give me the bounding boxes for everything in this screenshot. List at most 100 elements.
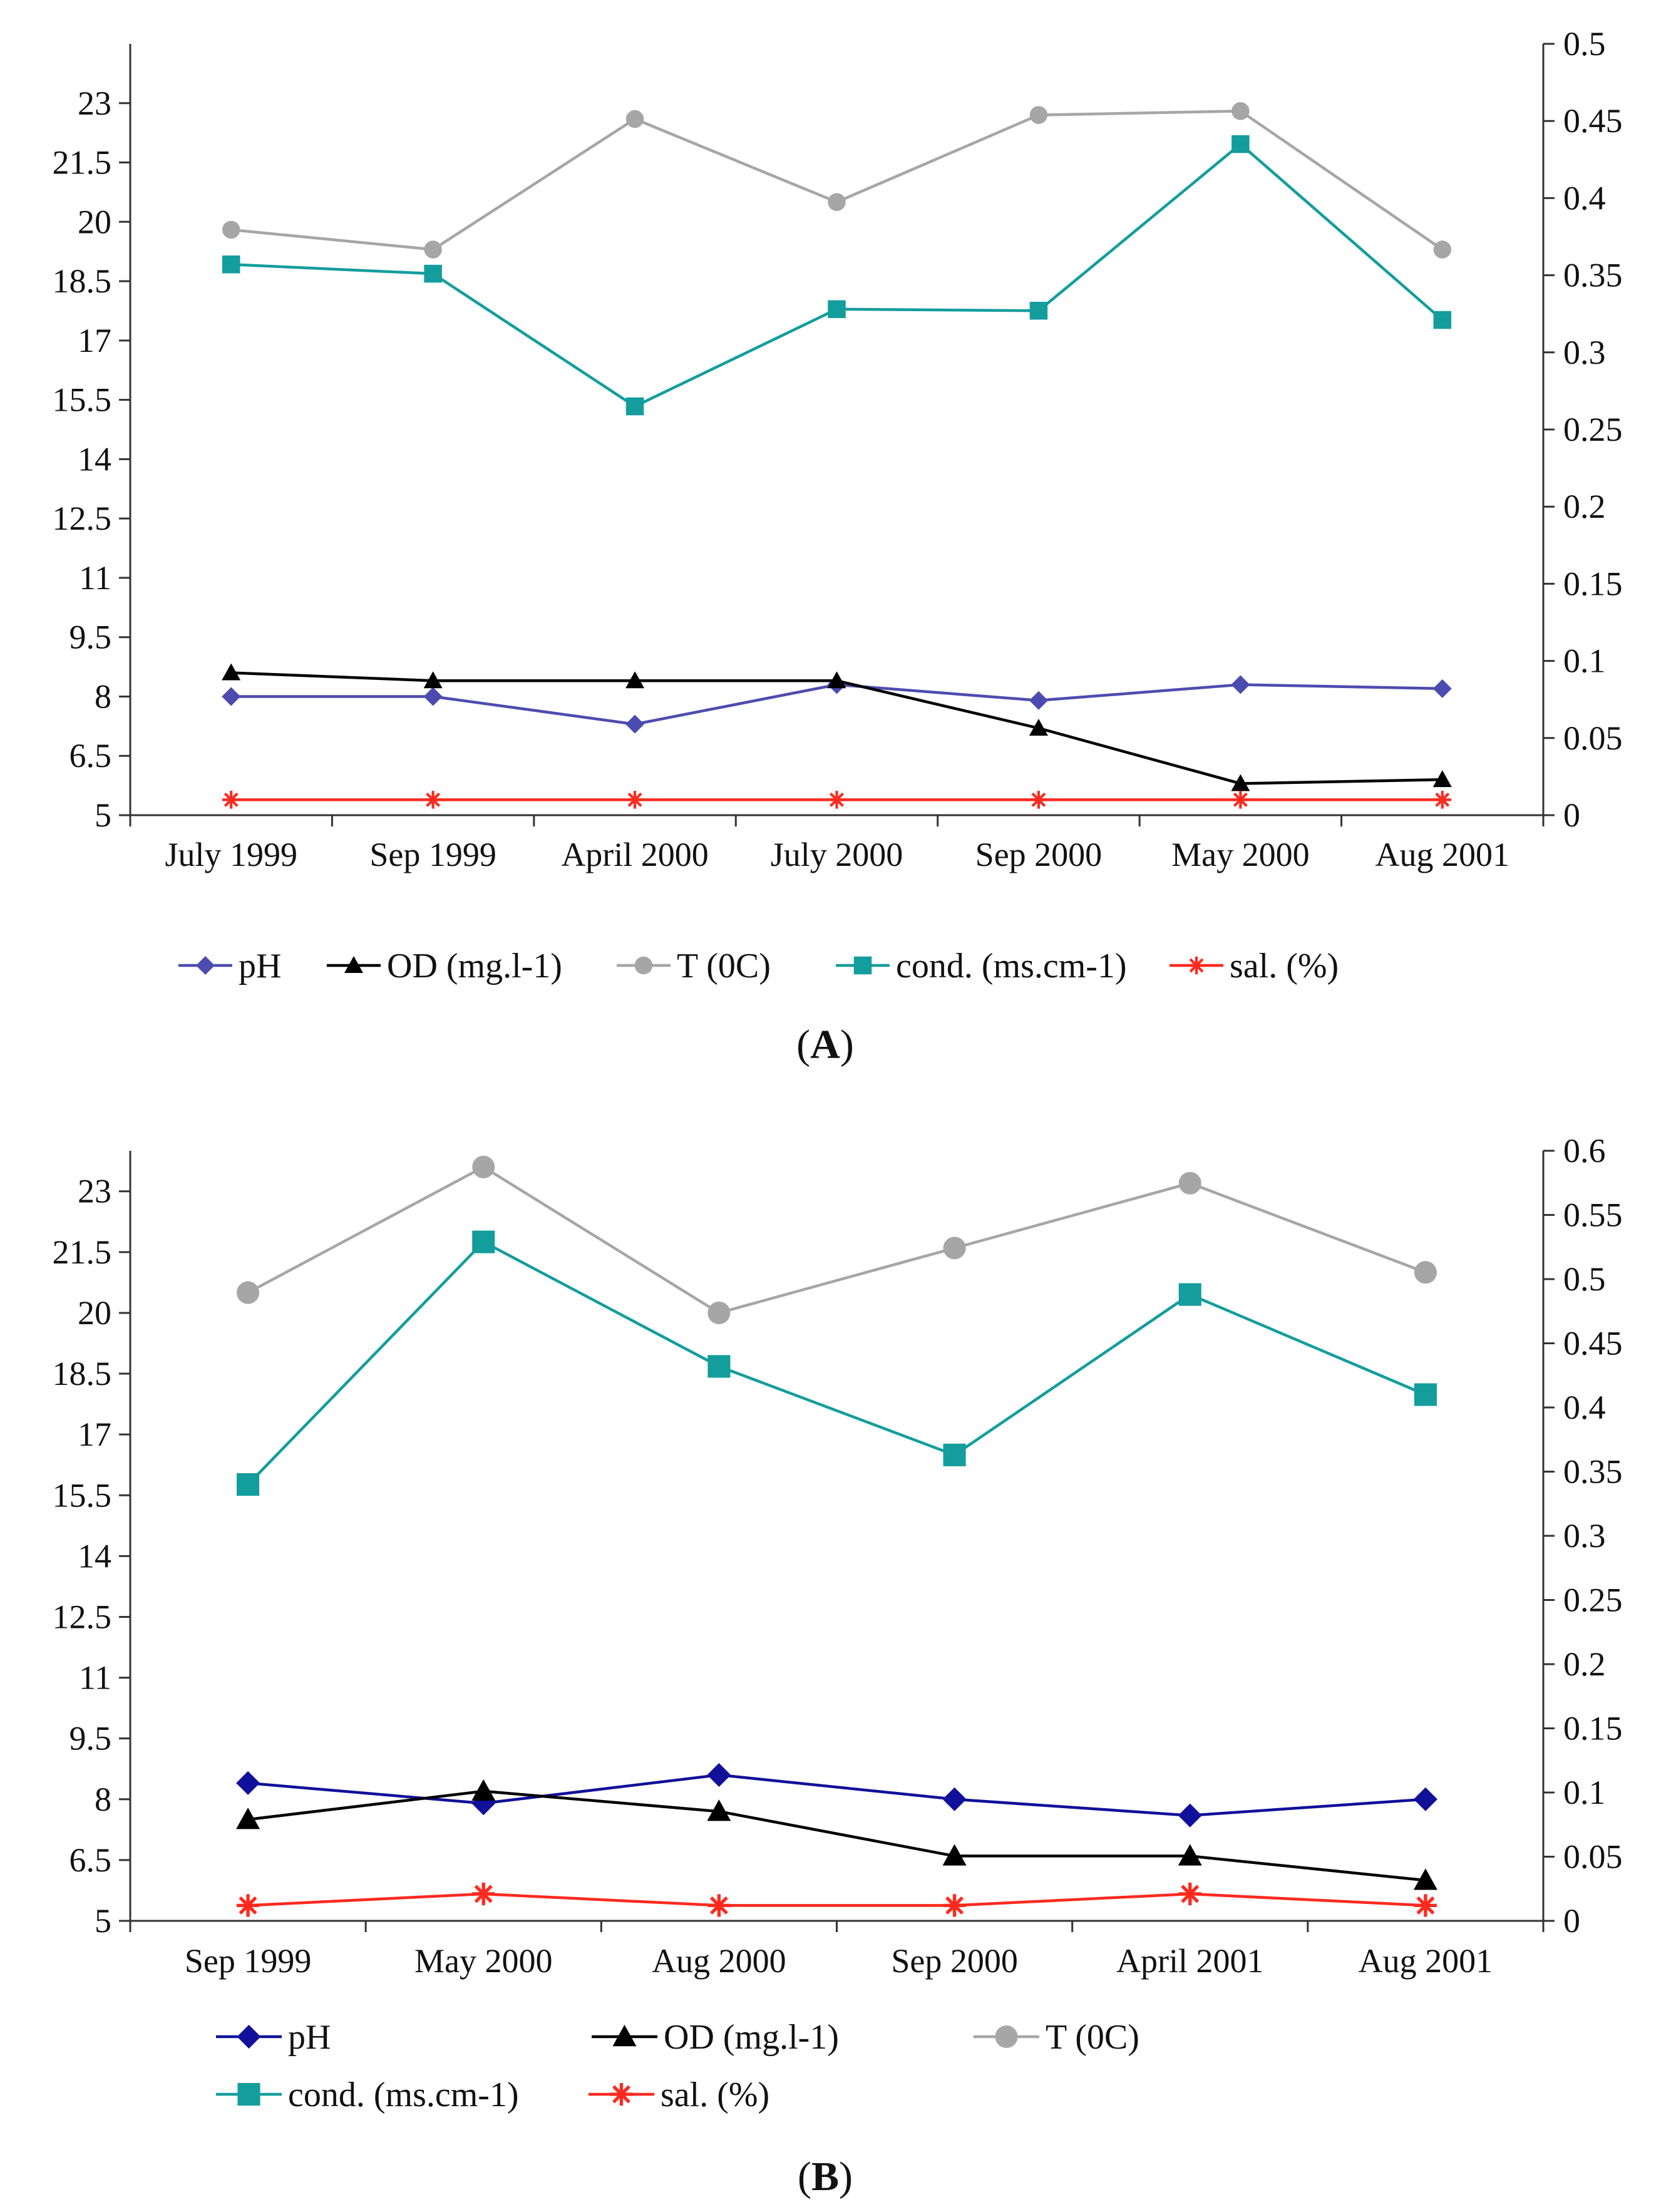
panel-b-left-tick-label: 14 [78,1537,111,1575]
panel-a-left-tick-label: 15.5 [53,381,112,419]
panel-a-right-tick-label: 0.35 [1563,257,1623,294]
panel-a-point-cond-ms-cm-1 [222,255,240,274]
panel-b-point-sal [472,1882,495,1905]
panel-b-right-tick-label: 0.6 [1563,1132,1606,1170]
panel-b-point-cond-ms-cm-1 [1414,1383,1437,1406]
panel-b-point-t-0c [1178,1171,1201,1195]
panel-b-point-sal [707,1894,731,1917]
panel-b-legend-label: sal. (%) [661,2076,769,2114]
panel-a-point-od-mg-l-1 [1432,770,1452,788]
panel-a-x-tick-label: April 2000 [561,836,709,873]
panel-a-point-ph [1029,691,1048,710]
panel-b-series-line-od-mg-l-1 [247,1789,1426,1882]
panel-b-point-sal [943,1894,966,1917]
panel-a-point-t-0c [222,220,240,239]
panel-b-left-tick-label: 17 [78,1416,111,1453]
panel-a-left-tick-label: 9.5 [69,619,112,656]
panel-a-label: (A) [796,1022,854,1067]
panel-b-legend-marker-t-0c [995,2025,1018,2049]
panel-a-left-tick-label: 14 [78,440,111,478]
panel-b-left-tick-label: 5 [95,1902,111,1940]
panel-b-point-ph [942,1787,967,1811]
panel-a-left-tick-label: 11 [79,559,111,597]
panel-a-point-od-mg-l-1 [1029,719,1048,736]
panel-a-legend-marker-sal [1187,956,1206,975]
panel-a-x-tick-label: May 2000 [1171,836,1309,873]
panel-b-point-od-mg-l-1 [942,1844,967,1866]
panel-a-point-sal [828,791,846,809]
panel-a-chart: 5 6.5 8 9.5 11 12.5 14 15.5 17 18.5 20 21.5 23 0 0.05 0… [53,25,1623,1067]
panel-b-left-tick-label: 6.5 [69,1841,112,1879]
panel-a-point-t-0c [424,240,442,259]
panel-b-x-tick-label: May 2000 [414,1942,552,1980]
panel-b-legend-item-sal: sal. (%) [589,2076,769,2114]
panel-a-point-t-0c [625,110,644,128]
panel-a-right-tick-label: 0.4 [1563,179,1606,217]
panel-b-right-tick-label: 0.3 [1563,1517,1606,1555]
panel-b-chart: 5 6.5 8 9.5 11 12.5 14 15.5 17 18.5 20 21.5 23 0 0.05 0… [53,1132,1623,2199]
panel-b-point-t-0c [237,1281,260,1304]
panel-b-point-t-0c [707,1301,731,1324]
panel-a-legend-marker-ph [196,956,215,975]
panel-b-series-line-ph [247,1773,1426,1817]
panel-a-x-tick-label: Sep 1999 [369,836,496,873]
panel-a-x-tick-label: Aug 2001 [1375,836,1510,873]
panel-a-legend-label: cond. (ms.cm-1) [896,947,1127,985]
panel-b-right-tick-label: 0.35 [1563,1453,1623,1491]
panel-b-legend-item-ph: pH [216,2018,331,2057]
panel-b-point-t-0c [943,1237,966,1260]
panel-b-right-tick-label: 0.05 [1563,1838,1623,1876]
panel-a-left-tick-label: 23 [78,85,111,122]
panel-b-legend-marker-ph [237,2025,261,2049]
panel-a-point-cond-ms-cm-1 [1231,135,1250,153]
panel-a-point-ph [423,687,443,706]
panel-a-point-sal [1029,791,1048,809]
panel-b-point-cond-ms-cm-1 [707,1355,731,1378]
panel-a-point-sal [625,791,644,809]
panel-a-x-tick-label: July 2000 [771,836,903,873]
panel-b-right-tick-label: 0.5 [1563,1260,1606,1298]
panel-b-legend-item-t-0c: T (0C) [974,2018,1139,2057]
panel-a-point-cond-ms-cm-1 [424,264,442,283]
panel-a-left-tick-label: 17 [78,322,111,359]
panel-a-x-tick-label: Sep 2000 [975,836,1103,873]
panel-a-legend-item-od-mg-l-1: OD (mg.l-1) [327,947,562,985]
panel-a-point-t-0c [1231,102,1250,120]
panel-b-point-t-0c [1414,1261,1437,1284]
panel-a-point-cond-ms-cm-1 [1029,302,1048,320]
panel-a-point-od-mg-l-1 [1231,774,1250,791]
panel-a-right-tick-label: 0.25 [1563,411,1623,448]
panel-a-legend-label: pH [239,947,281,985]
panel-b-left-tick-label: 9.5 [69,1720,112,1757]
panel-b-left-tick-label: 18.5 [53,1355,112,1392]
panel-b-right-tick-label: 0.15 [1563,1710,1623,1747]
panel-b-point-od-mg-l-1 [1178,1844,1202,1866]
panel-a-right-tick-label: 0.05 [1563,719,1623,757]
panel-b-point-t-0c [472,1155,495,1178]
panel-a-legend-label: OD (mg.l-1) [387,947,562,985]
panel-a-point-ph [1432,679,1452,698]
panel-b-point-cond-ms-cm-1 [943,1443,966,1466]
panel-b-legend-label: pH [288,2018,331,2057]
panel-b-point-sal [1414,1894,1437,1917]
panel-b-right-tick-label: 0 [1563,1902,1580,1940]
panel-b-legend-marker-cond-ms-cm-1 [237,2082,260,2106]
panel-a-right-tick-label: 0.3 [1563,334,1606,371]
panel-a-right-tick-label: 0.5 [1563,25,1606,63]
panel-a-legend-item-cond-ms-cm-1: cond. (ms.cm-1) [836,947,1127,985]
panel-b-right-tick-label: 0.45 [1563,1325,1623,1362]
panel-b-left-tick-label: 21.5 [53,1233,112,1271]
panel-a-legend-marker-od-mg-l-1 [344,956,363,973]
panel-a-left-tick-label: 12.5 [53,500,112,537]
panel-b-point-ph [236,1771,260,1795]
panel-b-x-tick-label: April 2001 [1116,1942,1264,1980]
panel-b-left-tick-label: 12.5 [53,1598,112,1635]
panel-b-point-cond-ms-cm-1 [1178,1283,1201,1306]
panel-a-point-t-0c [1029,106,1048,124]
panel-a-point-od-mg-l-1 [222,663,241,681]
panel-b-series-line-sal [247,1892,1426,1907]
panel-a-right-tick-label: 0.2 [1563,488,1606,525]
panel-a-legend-label: T (0C) [677,947,771,985]
